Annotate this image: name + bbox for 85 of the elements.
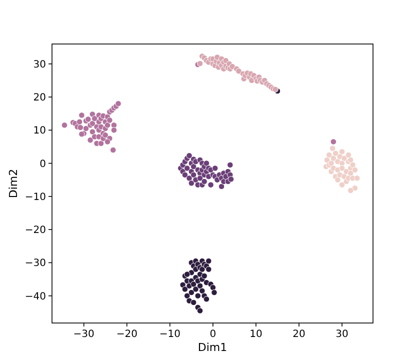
- point: [196, 175, 204, 182]
- point: [190, 299, 197, 306]
- point: [77, 124, 84, 131]
- point: [188, 180, 195, 186]
- x-tick-label: 30: [336, 329, 348, 340]
- y-tick-label: −30: [24, 258, 46, 270]
- point: [348, 156, 354, 164]
- point: [330, 138, 337, 145]
- x-tick-label: 0: [210, 329, 216, 340]
- point: [354, 175, 360, 182]
- point: [110, 146, 116, 154]
- point: [210, 284, 216, 291]
- point: [203, 160, 210, 166]
- y-tick-label: −20: [24, 225, 46, 236]
- point: [203, 296, 210, 302]
- x-tick-label: −10: [159, 329, 180, 340]
- point: [85, 116, 92, 122]
- y-tick-label: 20: [33, 92, 46, 104]
- point: [329, 145, 336, 152]
- x-tick-label: −20: [116, 329, 138, 340]
- y-tick-label: 0: [40, 158, 46, 170]
- point: [208, 182, 214, 188]
- point: [78, 112, 85, 118]
- point: [110, 122, 118, 128]
- point: [338, 182, 346, 188]
- point: [199, 266, 206, 272]
- point: [61, 122, 68, 128]
- x-tick-label: −30: [73, 329, 94, 340]
- point: [332, 150, 339, 156]
- point: [76, 118, 83, 125]
- point: [211, 289, 218, 296]
- point: [182, 286, 188, 292]
- point: [194, 292, 201, 299]
- y-tick-label: 10: [33, 126, 46, 137]
- point: [184, 292, 190, 299]
- y-tick-label: −10: [24, 192, 46, 203]
- point: [350, 162, 356, 168]
- point: [341, 155, 348, 162]
- point: [227, 162, 234, 168]
- point: [110, 127, 118, 134]
- point: [190, 281, 197, 288]
- point: [186, 152, 192, 159]
- point: [338, 165, 346, 172]
- point: [196, 282, 204, 290]
- point: [352, 185, 358, 192]
- y-axis-title: Dim2: [7, 168, 20, 198]
- point: [328, 160, 334, 166]
- point: [98, 140, 104, 147]
- point: [190, 172, 197, 178]
- point: [184, 165, 190, 172]
- point: [345, 152, 352, 158]
- point: [87, 136, 94, 144]
- point: [352, 166, 358, 174]
- point: [192, 286, 199, 292]
- point: [326, 152, 332, 158]
- point: [212, 165, 218, 172]
- point: [338, 148, 346, 155]
- point: [89, 128, 96, 135]
- point: [206, 266, 212, 272]
- point: [104, 122, 111, 128]
- point: [228, 176, 234, 182]
- point: [196, 308, 204, 314]
- y-tick-label: 30: [33, 59, 46, 70]
- point: [199, 288, 206, 294]
- point: [218, 183, 225, 190]
- point: [229, 63, 236, 70]
- x-axis-title: Dim1: [198, 341, 228, 354]
- x-tick-label: 10: [250, 329, 262, 340]
- y-tick-label: −40: [24, 291, 46, 302]
- point: [348, 170, 354, 176]
- point: [201, 272, 208, 280]
- x-tick-label: 20: [292, 329, 306, 340]
- point: [106, 117, 113, 124]
- point: [196, 60, 204, 67]
- point: [182, 172, 188, 178]
- point: [82, 125, 90, 132]
- point: [206, 258, 212, 264]
- point: [188, 289, 195, 296]
- point: [186, 175, 192, 182]
- point: [115, 100, 122, 107]
- point: [348, 187, 354, 194]
- point: [201, 178, 208, 185]
- point: [236, 68, 242, 74]
- point: [104, 138, 111, 145]
- point: [334, 176, 341, 183]
